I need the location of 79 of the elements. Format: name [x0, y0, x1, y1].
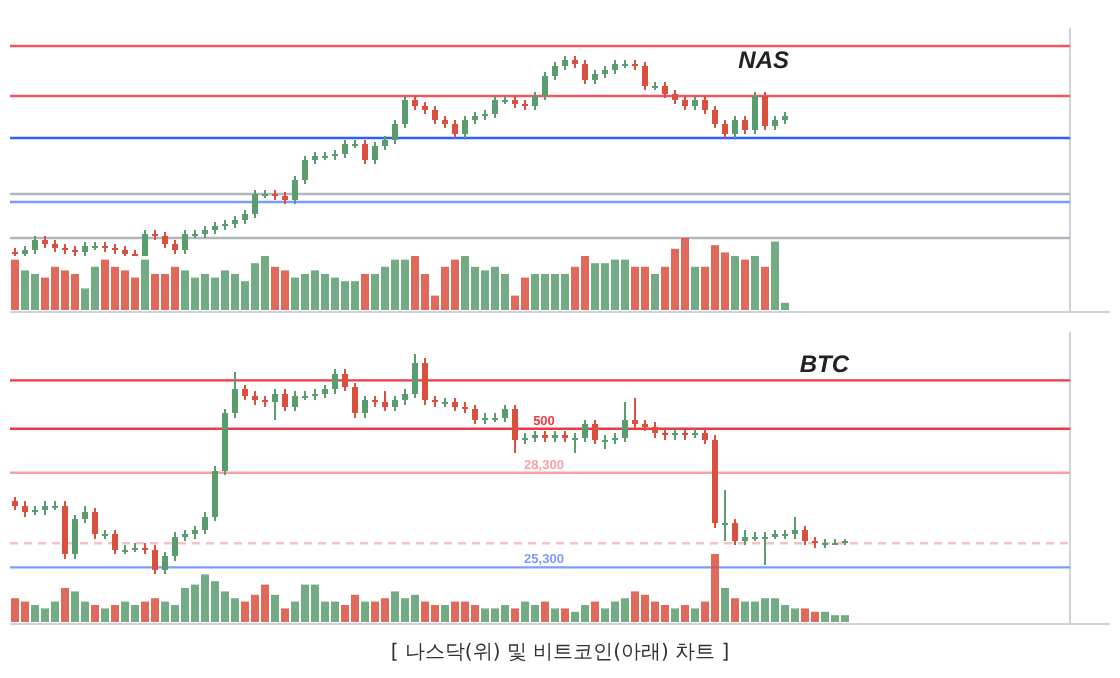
candlestick [292, 390, 298, 413]
candlestick [72, 513, 78, 560]
bar [511, 608, 519, 622]
candlestick [422, 357, 428, 406]
candlestick [722, 489, 728, 542]
candlestick [142, 229, 148, 257]
candlestick [302, 155, 308, 185]
candlestick [792, 515, 798, 540]
bar [111, 605, 119, 622]
bar [361, 601, 369, 622]
candlestick [802, 524, 808, 547]
candlestick [752, 91, 758, 135]
bar [721, 588, 729, 622]
bar [551, 608, 559, 622]
bar [91, 605, 99, 622]
candlestick [232, 370, 238, 419]
bar [281, 608, 289, 622]
bar [731, 598, 739, 622]
candlestick [152, 544, 158, 575]
candlestick [352, 381, 358, 419]
bar [591, 601, 599, 622]
candlestick [182, 229, 188, 255]
candlestick [632, 397, 638, 430]
candlestick [642, 61, 648, 91]
candlestick [92, 507, 98, 540]
candlestick [582, 59, 588, 85]
bar [681, 605, 689, 622]
bar [761, 266, 769, 310]
candlestick [732, 518, 738, 547]
text: [ 나스닥(위) 및 비트코인(아래) 차트 ] [390, 642, 730, 664]
candlestick [542, 71, 548, 101]
bar [671, 608, 679, 622]
candlestick [462, 115, 468, 139]
bar [561, 608, 569, 622]
candlestick [342, 368, 348, 393]
bar [361, 274, 369, 310]
candlestick [392, 119, 398, 145]
bar [11, 259, 19, 310]
bar [101, 608, 109, 622]
candlestick [762, 531, 768, 567]
bar [751, 256, 759, 310]
candlestick [732, 115, 738, 139]
candlestick [492, 95, 498, 119]
bar [691, 266, 699, 310]
bar [741, 259, 749, 310]
chart-title: NAS [738, 46, 789, 74]
bar [541, 601, 549, 622]
candlestick [272, 388, 278, 421]
candlestick [112, 529, 118, 556]
bar [441, 605, 449, 622]
candlestick [402, 95, 408, 129]
candlestick [252, 189, 258, 219]
candlestick [372, 141, 378, 165]
candlestick [572, 432, 578, 454]
bar [271, 594, 279, 622]
candlestick [212, 465, 218, 523]
bar [651, 274, 659, 310]
candlestick [472, 403, 478, 426]
bar [61, 588, 69, 622]
candlestick [202, 511, 208, 536]
candlestick [582, 419, 588, 443]
candlestick [362, 139, 368, 165]
bar [731, 256, 739, 310]
candlestick [762, 91, 768, 131]
candlestick [332, 368, 338, 395]
candlestick [362, 394, 368, 419]
candlestick [592, 419, 598, 446]
candlestick [712, 105, 718, 129]
candlestick [622, 401, 628, 443]
candlestick [162, 551, 168, 575]
candlestick [412, 353, 418, 399]
candlestick [602, 434, 608, 450]
candlestick [282, 388, 288, 413]
chart-title: BTC [799, 350, 850, 378]
candlestick [512, 403, 518, 454]
bar [691, 608, 699, 622]
candlestick [172, 531, 178, 562]
candlestick [292, 175, 298, 205]
candlestick [382, 390, 388, 413]
